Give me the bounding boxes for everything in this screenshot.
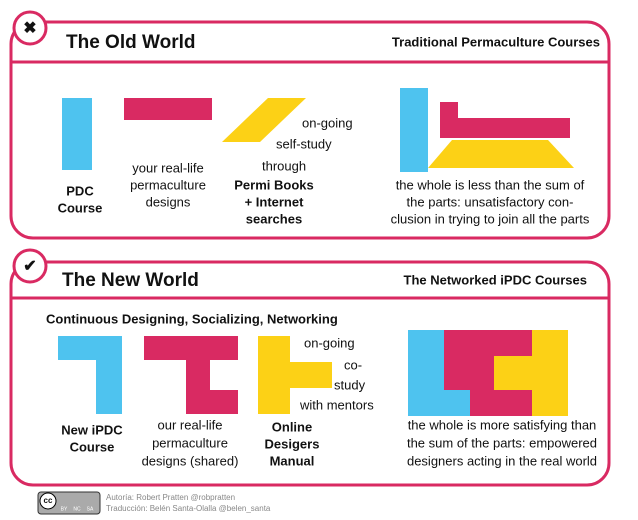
label: the sum of the parts: empowered: [407, 435, 597, 450]
piece: [494, 356, 532, 390]
label: PDC: [66, 183, 94, 198]
label: through: [262, 158, 306, 173]
badge-text: BY: [61, 506, 68, 512]
label: with mentors: [299, 397, 374, 412]
piece: [62, 98, 92, 170]
badge-text: cc: [44, 496, 53, 505]
panel-subtitle: Traditional Permaculture Courses: [392, 34, 600, 49]
badge-text: NC: [73, 506, 81, 512]
piece: [400, 88, 428, 172]
label: Manual: [270, 453, 315, 468]
label: Online: [272, 419, 312, 434]
label: Permi Books: [234, 177, 313, 192]
label: our real-life: [157, 417, 222, 432]
label: the parts: unsatisfactory con-: [407, 194, 574, 209]
label: permaculture: [152, 435, 228, 450]
piece: [124, 98, 212, 120]
piece: [258, 336, 290, 414]
panel-title: The New World: [62, 270, 199, 291]
piece: [186, 390, 238, 414]
label: searches: [246, 211, 302, 226]
piece-cut: [458, 102, 570, 118]
label: + Internet: [245, 194, 305, 209]
label: Course: [58, 200, 103, 215]
label: the whole is less than the sum of: [396, 177, 585, 192]
label: New iPDC: [61, 422, 123, 437]
label: clusion in trying to join all the parts: [391, 211, 590, 226]
piece: [290, 362, 332, 388]
label: on-going: [302, 115, 353, 130]
icon: ✔: [23, 258, 36, 275]
piece: [96, 336, 122, 414]
panel-frame: [9, 260, 611, 487]
credit: Traducción: Belén Santa-Olalla @belen_sa…: [106, 504, 271, 513]
label: designs (shared): [142, 453, 239, 468]
label: designs: [146, 194, 191, 209]
piece: [444, 390, 470, 416]
heading: Continuous Designing, Socializing, Netwo…: [46, 311, 338, 326]
label: your real-life: [132, 160, 204, 175]
panel-title: The Old World: [66, 32, 195, 53]
piece: [532, 330, 568, 416]
label: on-going: [304, 335, 355, 350]
label: the whole is more satisfying than: [408, 417, 597, 432]
label: co-: [344, 357, 362, 372]
panel-frame: [9, 20, 611, 240]
icon-circle: [12, 10, 48, 46]
badge-text: SA: [87, 506, 94, 512]
label: Desigers: [265, 436, 320, 451]
label: Course: [70, 439, 115, 454]
credit: Autoría: Robert Pratten @robpratten: [106, 493, 235, 502]
label: designers acting in the real world: [407, 453, 597, 468]
label: permaculture: [130, 177, 206, 192]
panel-subtitle: The Networked iPDC Courses: [404, 272, 588, 287]
label: study: [334, 377, 366, 392]
icon: ✖: [23, 20, 36, 37]
badge-circle: [39, 492, 57, 510]
piece: [222, 98, 306, 142]
icon-circle: [12, 248, 48, 284]
piece: [408, 330, 444, 416]
label: self-study: [276, 136, 332, 151]
piece: [428, 140, 574, 168]
